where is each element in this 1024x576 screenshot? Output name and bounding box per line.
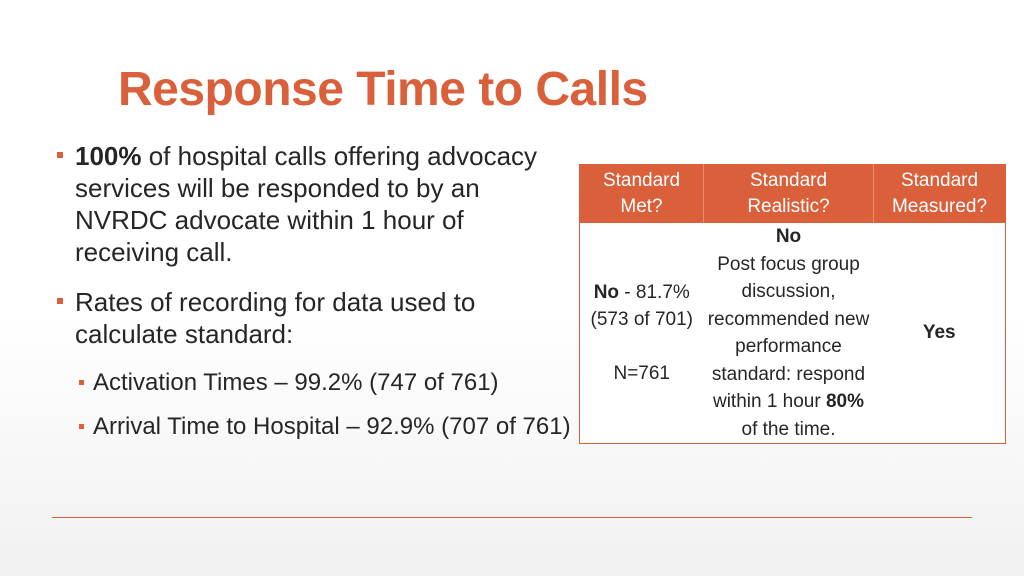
measured-answer: Yes	[922, 322, 956, 344]
cell-standard-met: No - 81.7% (573 of 701) N=761	[579, 223, 704, 444]
met-answer: No	[593, 281, 620, 303]
sub-bullet-activation-text: Activation Times – 99.2% (747 of 761)	[93, 369, 499, 396]
sub-bullet-arrival: Arrival Time to Hospital – 92.9% (707 of…	[77, 412, 575, 442]
sub-bullet-activation: Activation Times – 99.2% (747 of 761)	[77, 368, 575, 398]
realistic-detail: Post focus group discussion, recommended…	[707, 253, 870, 413]
footer-divider	[52, 517, 972, 518]
bullet-standard-bold: 100%	[75, 141, 142, 171]
slide-title: Response Time to Calls	[118, 63, 648, 116]
cell-standard-realistic: No Post focus group discussion, recommen…	[703, 223, 874, 444]
met-sample-size: N=761	[613, 362, 671, 384]
bullet-standard: 100% of hospital calls offering advocacy…	[55, 140, 575, 268]
bullet-list: 100% of hospital calls offering advocacy…	[55, 140, 575, 456]
realistic-detail-end: of the time.	[741, 418, 836, 440]
sub-bullet-arrival-text: Arrival Time to Hospital – 92.9% (707 of…	[93, 413, 571, 440]
header-standard-realistic: Standard Realistic?	[703, 164, 874, 223]
header-standard-met: Standard Met?	[579, 164, 704, 223]
realistic-percent: 80%	[825, 391, 865, 412]
realistic-answer: No	[775, 226, 802, 247]
table-header-row: Standard Met? Standard Realistic? Standa…	[579, 164, 1006, 223]
bullet-rates: Rates of recording for data used to calc…	[55, 286, 575, 350]
table-row: No - 81.7% (573 of 701) N=761 No Post fo…	[579, 223, 1006, 444]
bullet-rates-text: Rates of recording for data used to calc…	[75, 287, 476, 349]
met-detail: - 81.7% (573 of 701)	[590, 281, 693, 331]
header-standard-measured: Standard Measured?	[873, 164, 1006, 223]
standard-table: Standard Met? Standard Realistic? Standa…	[579, 164, 1006, 444]
bullet-standard-text: of hospital calls offering advocacy serv…	[75, 141, 538, 267]
cell-standard-measured: Yes	[873, 223, 1006, 444]
